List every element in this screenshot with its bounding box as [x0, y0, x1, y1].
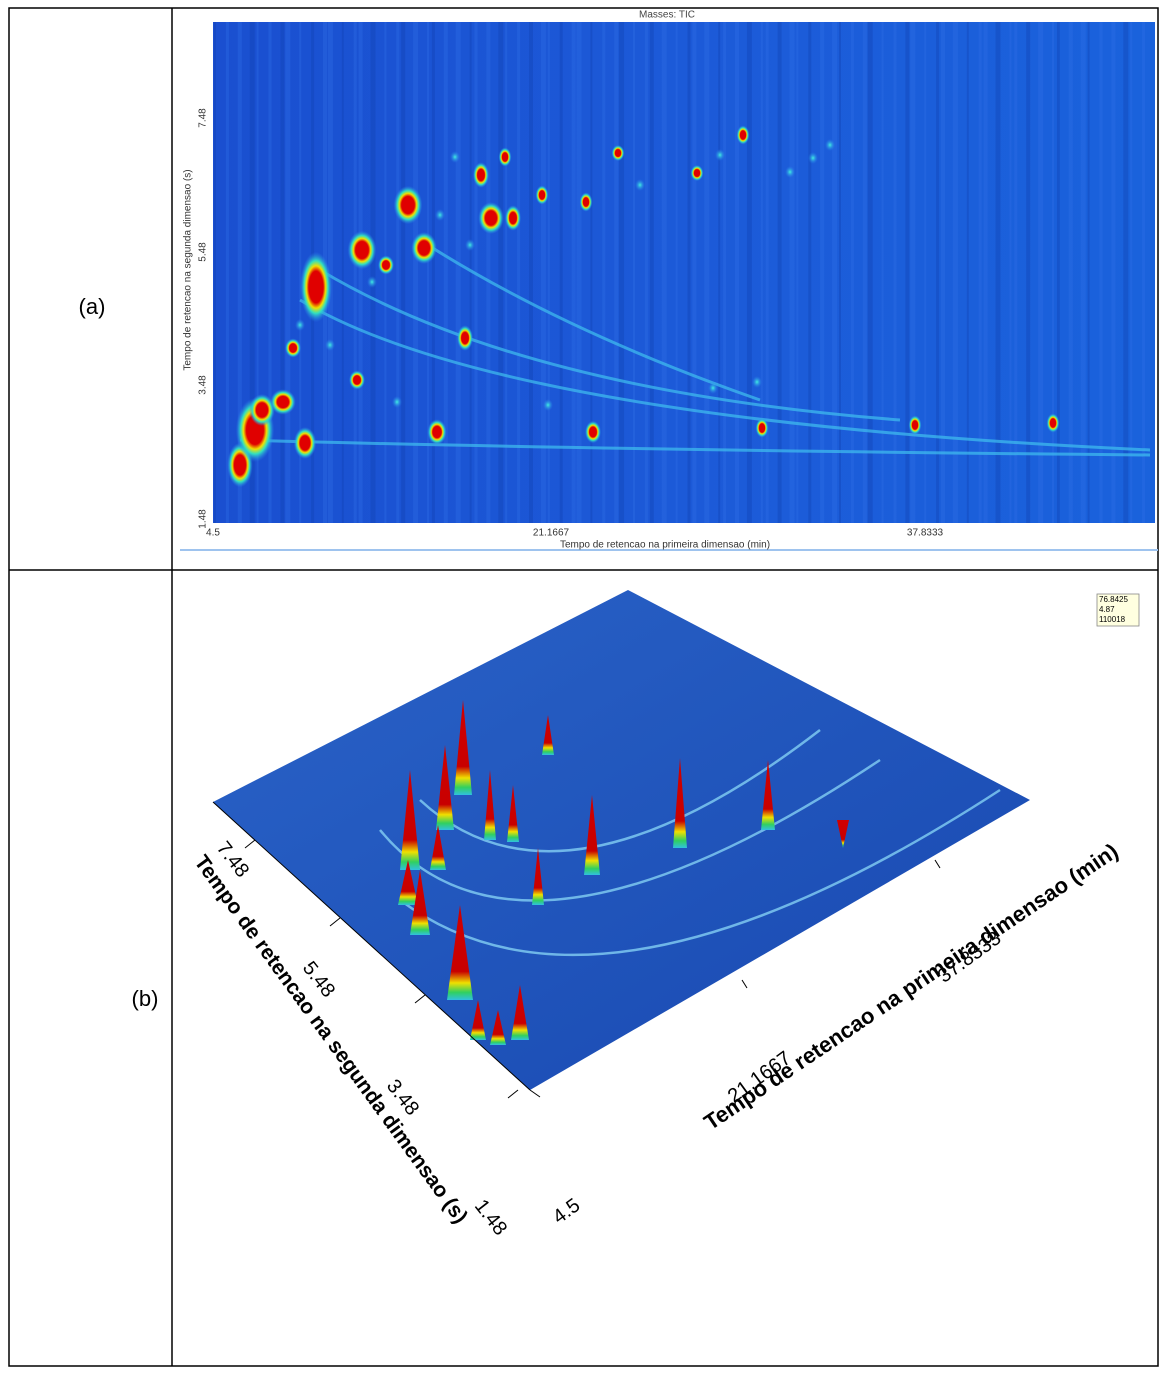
minor-spot: [635, 179, 645, 191]
peak: [532, 848, 544, 905]
y-tick-label: 5.48: [198, 242, 209, 262]
minor-spot: [825, 139, 835, 151]
x-tick-label: 4.5: [549, 1194, 584, 1228]
peak-spot: [249, 394, 275, 426]
minor-spot: [392, 396, 402, 408]
peak-spot: [498, 147, 512, 167]
peak-spot: [736, 125, 750, 145]
peak-spot: [411, 232, 437, 264]
peak: [673, 758, 687, 848]
tooltip-line: 110018: [1099, 615, 1126, 624]
row-label: (a): [79, 294, 106, 319]
surface-3d: [212, 590, 1030, 1099]
peak-spot: [347, 230, 377, 270]
peak-spot: [1046, 413, 1060, 433]
peak-spot: [908, 415, 922, 435]
tooltip-box: [1096, 593, 1140, 627]
minor-spot: [543, 399, 553, 411]
peak-spot: [755, 418, 769, 438]
peak-spot: [690, 165, 704, 181]
minor-spot: [435, 209, 445, 221]
peak: [837, 820, 849, 848]
peak-spot: [585, 420, 601, 444]
x-tick-label: 4.5: [206, 528, 220, 539]
peak-spot: [457, 325, 473, 351]
minor-spot: [808, 152, 818, 164]
tooltip-line: 76.8425: [1099, 595, 1128, 604]
peak-spot: [505, 205, 521, 231]
minor-spot: [752, 376, 762, 388]
minor-spot: [450, 151, 460, 163]
peak: [430, 825, 446, 870]
peak-spot: [611, 145, 625, 161]
peak-spot: [535, 185, 549, 205]
peak: [400, 770, 420, 870]
x-axis-label: Tempo de retencao na primeira dimensao (…: [560, 540, 770, 551]
y-tick-label: 1.48: [470, 1195, 511, 1239]
minor-spot: [465, 239, 475, 251]
peak-spot: [378, 255, 394, 275]
peak-spot: [285, 338, 301, 358]
peak-spot: [427, 419, 447, 445]
peak: [542, 715, 554, 755]
peak: [490, 1010, 506, 1045]
heatmap: [180, 22, 1158, 551]
minor-spot: [785, 166, 795, 178]
x-tick-label: 21.1667: [533, 528, 570, 539]
chart-title: Masses: TIC: [639, 10, 695, 21]
y-tick-label: 7.48: [198, 108, 209, 128]
peak-spot: [473, 162, 489, 188]
peak: [470, 1000, 486, 1040]
peak: [761, 760, 775, 830]
x-tick-label: 37.8333: [907, 528, 944, 539]
peak: [436, 745, 454, 830]
peak: [447, 905, 473, 1000]
y-tick-label: 3.48: [198, 375, 209, 395]
minor-spot: [325, 339, 335, 351]
y-axis-label: Tempo de retencao na segunda dimensao (s…: [183, 169, 194, 370]
peak-spot: [478, 202, 504, 234]
peak-spot: [349, 370, 365, 390]
minor-spot: [367, 276, 377, 288]
row-label: (b): [132, 986, 159, 1011]
peak-spot: [270, 389, 296, 415]
peak: [511, 985, 529, 1040]
peak: [410, 870, 430, 935]
peak: [584, 795, 600, 875]
peak: [507, 785, 519, 842]
peak-spot: [293, 427, 317, 459]
peak: [454, 700, 472, 795]
minor-spot: [295, 319, 305, 331]
minor-spot: [715, 149, 725, 161]
table-frame: [8, 7, 1159, 1367]
minor-spot: [708, 382, 718, 394]
peak-spot: [393, 185, 423, 225]
peak-spot: [579, 192, 593, 212]
y-tick-label: 1.48: [198, 509, 209, 529]
peak-spot: [300, 251, 332, 323]
tooltip-line: 4.87: [1099, 605, 1115, 614]
peak: [484, 770, 496, 840]
peak: [398, 860, 418, 905]
